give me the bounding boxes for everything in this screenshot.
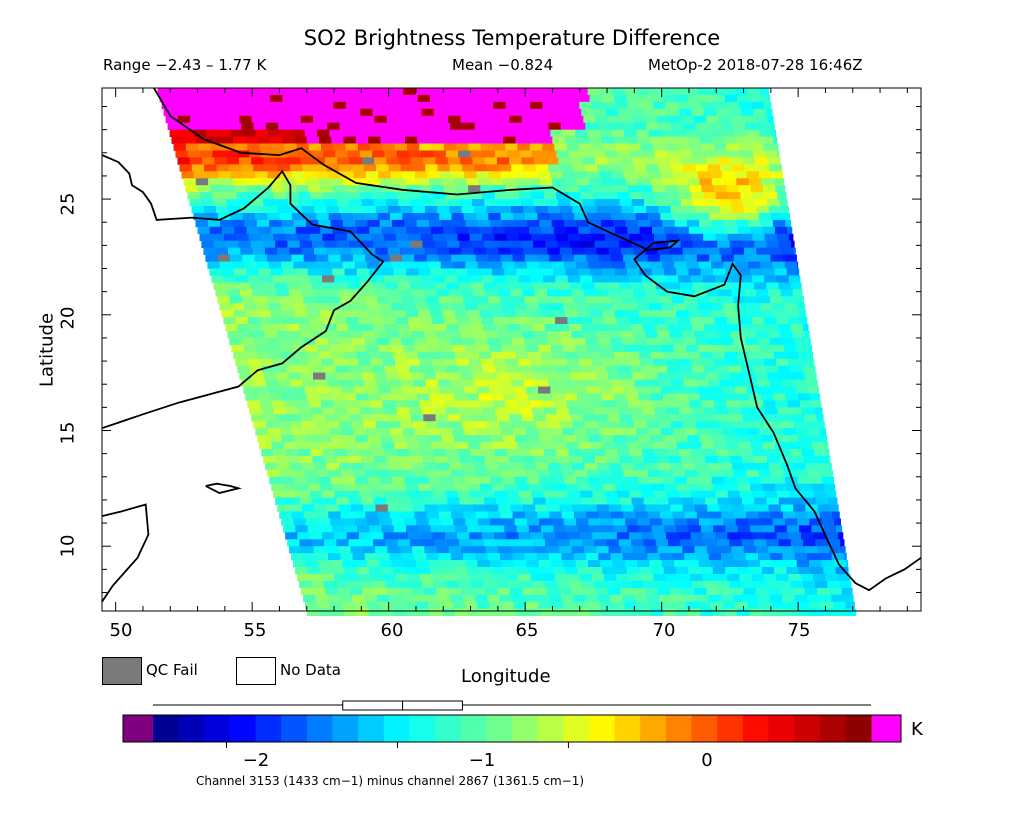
satellite-time-label: MetOp-2 2018-07-28 16:46Z [648,56,863,74]
figure-title: SO2 Brightness Temperature Difference [303,26,721,50]
colorbar-bin [691,715,718,742]
colorbar-bin [665,715,692,742]
x-tick-label: 60 [380,620,404,641]
y-tick-label: 25 [57,192,79,216]
data-swath [157,88,857,616]
colorbar-under [123,715,153,742]
colorbar-frame [122,714,902,743]
colorbar-bin [153,715,180,742]
colorbar-bin [204,715,231,742]
coastline [205,482,243,494]
colorbar-bin [255,715,282,742]
colorbar-bin [819,715,846,742]
y-tick-label: 10 [57,534,79,558]
colorbar-bin [460,715,487,742]
colorbar-bin [435,715,462,742]
coastline [153,87,922,592]
footnote: Channel 3153 (1433 cm−1) minus channel 2… [195,774,585,788]
colorbar-bin [486,715,513,742]
colorbar-bin [178,715,205,742]
x-tick-label: 70 [652,620,676,641]
colorbar-tick-label: −2 [242,750,270,771]
y-tick-label: 15 [57,421,79,445]
x-tick-label: 55 [243,620,267,641]
plot-frame [101,87,922,612]
colorbar-bin [332,715,359,742]
colorbar-bin [306,715,333,742]
colorbar-bin [563,715,590,742]
colorbar-tick-label: −1 [468,750,496,771]
colorbar-bin [614,715,641,742]
y-tick-label: 20 [57,306,79,330]
colorbar-bin [768,715,795,742]
mean-label: Mean −0.824 [452,56,554,74]
no-data-swatch [236,657,276,685]
colorbar-over [871,715,901,742]
colorbar-bin [281,715,308,742]
colorbar-bin [512,715,539,742]
colorbar-tick-label: 0 [701,750,713,771]
range-label: Range −2.43 – 1.77 K [103,56,267,74]
x-tick-label: 65 [515,620,539,641]
colorbar-bin [383,715,410,742]
x-tick-label: 75 [787,620,811,641]
no-data-label: No Data [280,661,341,679]
colorbar-unit: K [911,719,923,740]
qc-fail-label: QC Fail [146,661,198,679]
y-axis-label: Latitude [36,312,58,388]
qc-fail-swatch [102,657,142,685]
colorbar-bin [537,715,564,742]
colorbar-bin [229,715,256,742]
colorbar-bin [794,715,821,742]
x-tick-label: 50 [109,620,133,641]
colorbar-bin [717,715,744,742]
coastline [101,154,385,430]
coastline [101,503,150,603]
colorbar-bin [358,715,385,742]
colorbar-bin [640,715,667,742]
colorbar-bin [409,715,436,742]
colorbar-bin [742,715,769,742]
colorbar-bin [845,715,872,742]
x-axis-label: Longitude [461,666,551,687]
colorbar-bin [588,715,615,742]
